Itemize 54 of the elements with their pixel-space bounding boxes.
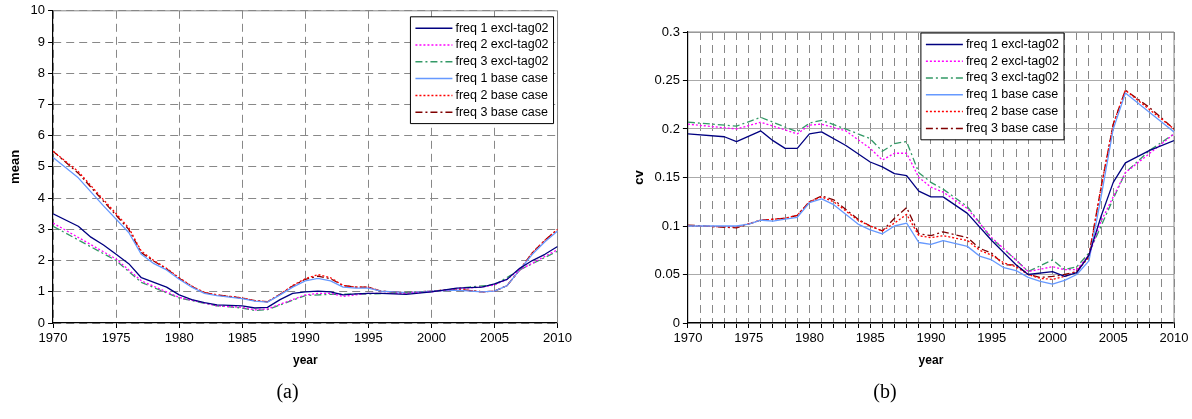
y-tick-label: 3 [37, 220, 46, 236]
x-tick-label: 2010 [1159, 330, 1189, 346]
x-tick-label: 1995 [353, 330, 383, 346]
legend-label: freq 2 base case [455, 87, 548, 102]
legend-label: freq 2 excl-tag02 [965, 53, 1060, 68]
y-tick-label: 0.3 [661, 23, 680, 39]
y-tick-label: 0.15 [654, 169, 680, 185]
x-tick-label: 1995 [977, 330, 1007, 346]
x-axis-title: year [292, 353, 318, 368]
x-tick-label: 1975 [101, 330, 131, 346]
y-tick-label: 0.05 [654, 266, 680, 282]
legend-label: freq 1 base case [965, 87, 1059, 102]
x-tick-label: 2010 [543, 330, 572, 346]
y-axis-title: cv [631, 169, 647, 185]
y-tick-label: 0.2 [661, 120, 680, 136]
x-tick-label: 1985 [855, 330, 885, 346]
x-tick-label: 1970 [38, 330, 68, 346]
legend-label: freq 3 base case [965, 120, 1059, 135]
x-tick-label: 1990 [916, 330, 946, 346]
x-axis-title: year [918, 353, 944, 368]
y-tick-label: 10 [30, 2, 46, 18]
legend-label: freq 1 excl-tag02 [455, 20, 549, 35]
x-tick-label: 1990 [290, 330, 320, 346]
y-tick-label: 0 [672, 314, 680, 330]
x-tick-label: 1980 [164, 330, 194, 346]
x-tick-label: 1985 [227, 330, 257, 346]
legend-label: freq 1 excl-tag02 [965, 36, 1060, 51]
text: (b) [872, 380, 898, 403]
y-tick-label: 0.1 [661, 217, 680, 233]
legend-label: freq 3 base case [455, 104, 548, 119]
legend-label: freq 2 base case [965, 104, 1059, 119]
y-tick-label: 8 [37, 64, 46, 80]
legend-label: freq 3 excl-tag02 [455, 54, 549, 69]
y-tick-label: 1 [37, 283, 46, 299]
y-tick-label: 5 [37, 158, 46, 174]
x-tick-label: 1970 [673, 330, 703, 346]
y-tick-label: 0.25 [654, 72, 680, 88]
x-tick-label: 1980 [794, 330, 824, 346]
y-tick-label: 7 [37, 96, 46, 112]
x-tick-label: 2000 [416, 330, 446, 346]
x-tick-label: 2000 [1038, 330, 1067, 346]
legend-label: freq 3 excl-tag02 [965, 70, 1060, 85]
y-tick-label: 0 [37, 314, 46, 330]
x-tick-label: 2005 [1098, 330, 1128, 346]
x-tick-label: 2005 [480, 330, 509, 346]
text: (a) [275, 380, 300, 403]
y-tick-label: 4 [37, 189, 46, 205]
y-axis-title: mean [7, 149, 23, 184]
y-tick-label: 2 [37, 252, 46, 268]
y-tick-label: 9 [37, 33, 46, 49]
x-tick-label: 1975 [734, 330, 764, 346]
y-tick-label: 6 [37, 127, 46, 143]
legend-label: freq 1 base case [455, 71, 548, 86]
legend-label: freq 2 excl-tag02 [455, 37, 549, 52]
